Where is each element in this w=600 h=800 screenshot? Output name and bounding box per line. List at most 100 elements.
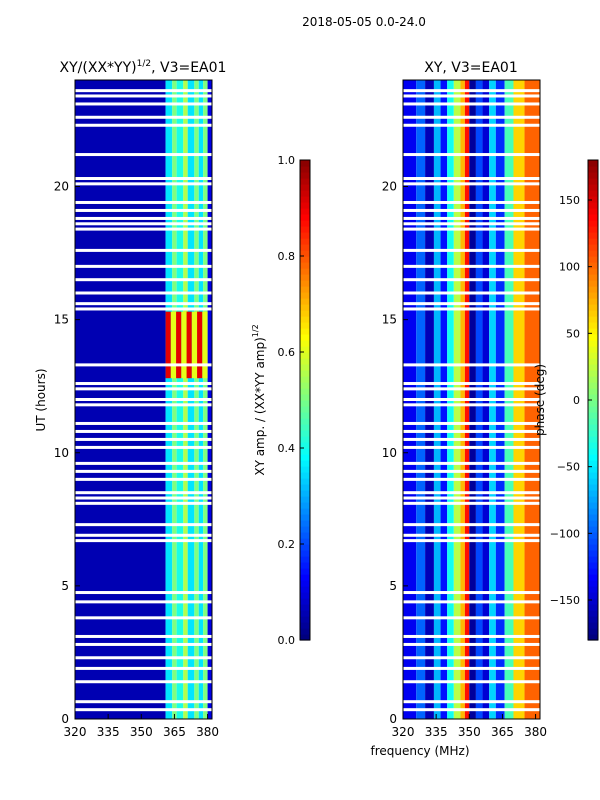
colorbar-segment bbox=[300, 424, 310, 431]
data-gap bbox=[403, 227, 540, 231]
colorbar-segment bbox=[300, 550, 310, 557]
colorbar-segment bbox=[588, 208, 598, 215]
data-gap bbox=[75, 89, 212, 93]
left-y-axis-label: UT (hours) bbox=[34, 368, 48, 431]
x-tick-label: 380 bbox=[196, 725, 219, 739]
heatmap-hot-cell bbox=[170, 311, 177, 379]
data-gap bbox=[403, 222, 540, 226]
colorbar-segment bbox=[588, 298, 598, 305]
colorbar-tick-label: 0.0 bbox=[278, 634, 296, 647]
data-gap bbox=[403, 445, 540, 449]
x-tick-label: 365 bbox=[163, 725, 186, 739]
x-tick-label: 335 bbox=[97, 725, 120, 739]
colorbar-segment bbox=[300, 508, 310, 515]
data-gap bbox=[403, 437, 540, 441]
colorbar-tick-label: 0.8 bbox=[278, 250, 296, 263]
data-gap bbox=[75, 102, 212, 106]
y-tick-label: 5 bbox=[389, 579, 397, 593]
data-gap bbox=[403, 708, 540, 712]
colorbar-segment bbox=[300, 436, 310, 443]
colorbar-segment bbox=[300, 430, 310, 437]
colorbar-segment bbox=[588, 562, 598, 569]
right-panel-title: XY, V3=EA01 bbox=[424, 60, 518, 76]
data-gap bbox=[75, 182, 212, 186]
data-gap bbox=[75, 200, 212, 204]
colorbar-segment bbox=[588, 334, 598, 341]
colorbar-segment bbox=[588, 406, 598, 413]
x-tick-label: 350 bbox=[130, 725, 153, 739]
data-gap bbox=[403, 491, 540, 495]
colorbar-segment bbox=[588, 172, 598, 179]
colorbar-segment bbox=[588, 574, 598, 581]
colorbar-segment bbox=[588, 382, 598, 389]
colorbar-segment bbox=[300, 412, 310, 419]
colorbar-segment bbox=[588, 628, 598, 635]
colorbar-segment bbox=[300, 448, 310, 455]
colorbar-segment bbox=[588, 340, 598, 347]
colorbar-segment bbox=[300, 628, 310, 635]
data-gap bbox=[403, 208, 540, 212]
data-gap bbox=[403, 153, 540, 157]
data-gap bbox=[75, 429, 212, 433]
colorbar-segment bbox=[300, 592, 310, 599]
heatmap-hot-cell bbox=[197, 311, 203, 379]
colorbar-segment bbox=[588, 592, 598, 599]
data-gap bbox=[75, 634, 212, 638]
colorbar-segment bbox=[588, 538, 598, 545]
colorbar-segment bbox=[588, 568, 598, 575]
colorbar-segment bbox=[588, 352, 598, 359]
data-gap bbox=[75, 642, 212, 646]
colorbar-segment bbox=[588, 262, 598, 269]
heatmap-hot-cell bbox=[186, 311, 192, 379]
colorbar-segment bbox=[588, 484, 598, 491]
data-gap bbox=[75, 278, 212, 282]
data-gap bbox=[75, 533, 212, 537]
colorbar-segment bbox=[588, 514, 598, 521]
colorbar-segment bbox=[588, 280, 598, 287]
data-gap bbox=[403, 182, 540, 186]
colorbar-segment bbox=[588, 196, 598, 203]
colorbar-segment bbox=[588, 250, 598, 257]
colorbar-segment bbox=[300, 310, 310, 317]
colorbar-segment bbox=[300, 262, 310, 269]
data-gap bbox=[403, 398, 540, 401]
colorbar-segment bbox=[588, 520, 598, 527]
colorbar-segment bbox=[300, 496, 310, 503]
data-gap bbox=[75, 264, 212, 268]
colorbar-segment bbox=[588, 424, 598, 431]
data-gap bbox=[75, 302, 212, 306]
data-gap bbox=[403, 248, 540, 252]
colorbar-segment bbox=[588, 634, 598, 641]
data-gap bbox=[403, 278, 540, 282]
colorbar-segment bbox=[588, 454, 598, 461]
colorbar-segment bbox=[300, 478, 310, 485]
colorbar-segment bbox=[588, 232, 598, 239]
colorbar-tick-label: 1.0 bbox=[278, 154, 296, 167]
colorbar-tick-label: 0.6 bbox=[278, 346, 296, 359]
colorbar-segment bbox=[300, 172, 310, 179]
colorbar-segment bbox=[588, 532, 598, 539]
figure-suptitle: 2018-05-05 0.0-24.0 bbox=[302, 15, 426, 29]
y-tick-label: 5 bbox=[61, 579, 69, 593]
colorbar-segment bbox=[588, 376, 598, 383]
colorbar-segment bbox=[300, 298, 310, 305]
colorbar-segment bbox=[588, 526, 598, 533]
colorbar-segment bbox=[300, 544, 310, 551]
colorbar-segment bbox=[300, 358, 310, 365]
colorbar-segment bbox=[300, 322, 310, 329]
data-gap bbox=[75, 461, 212, 465]
colorbar-segment bbox=[300, 256, 310, 263]
colorbar-segment bbox=[300, 250, 310, 257]
colorbar-segment bbox=[588, 472, 598, 479]
colorbar-segment bbox=[300, 526, 310, 533]
data-gap bbox=[403, 89, 540, 93]
colorbar-segment bbox=[588, 460, 598, 467]
heatmap-hot-cell bbox=[176, 311, 182, 379]
axes-frame bbox=[402, 79, 541, 720]
data-gap bbox=[403, 477, 540, 481]
colorbar-segment bbox=[588, 184, 598, 191]
colorbar-segment bbox=[300, 556, 310, 563]
colorbar-segment bbox=[588, 436, 598, 443]
colorbar-segment bbox=[588, 166, 598, 173]
